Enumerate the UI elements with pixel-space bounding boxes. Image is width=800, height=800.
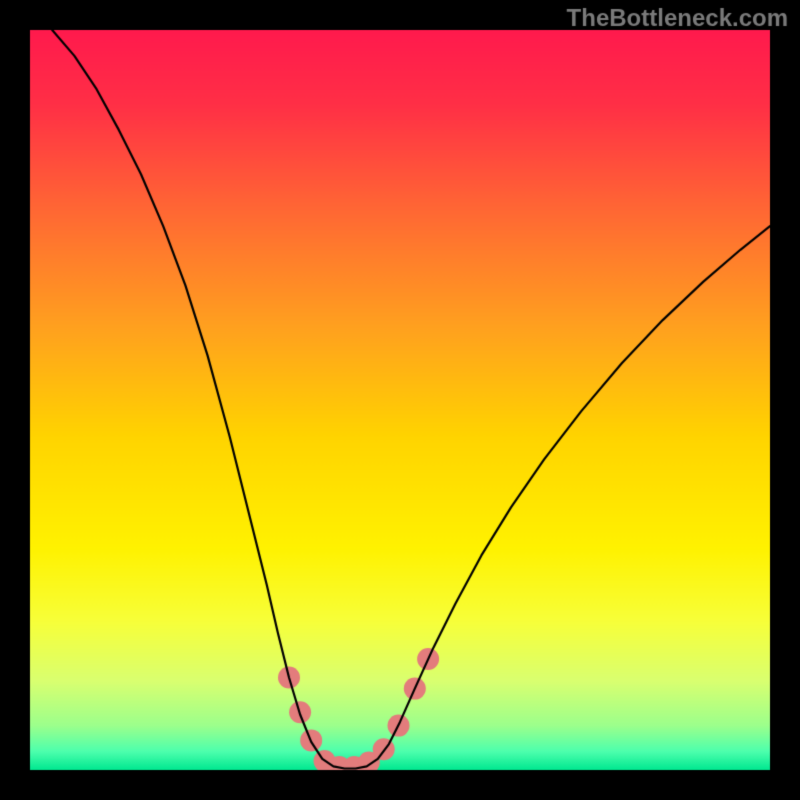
bottleneck-chart — [0, 0, 800, 800]
